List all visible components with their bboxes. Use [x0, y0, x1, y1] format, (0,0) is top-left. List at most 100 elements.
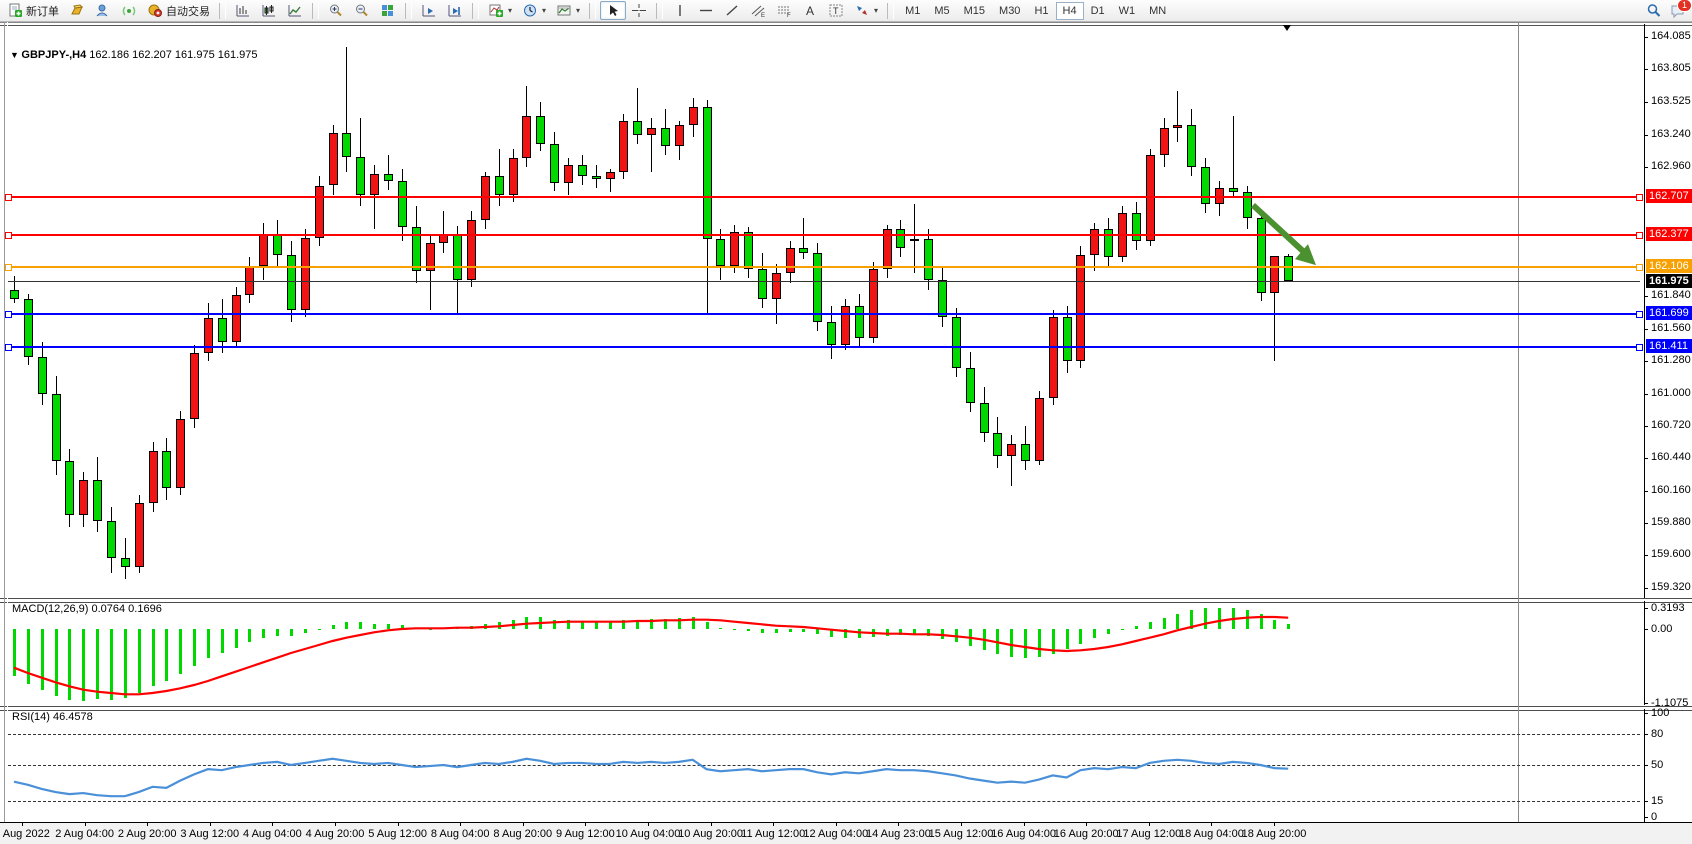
candle — [134, 503, 144, 567]
bar-chart-icon — [235, 3, 251, 18]
cursor-icon — [605, 3, 621, 18]
auto-trading-button[interactable]: 自动交易 — [142, 1, 215, 21]
timeframe-clock-button[interactable]: ▾ — [517, 1, 551, 20]
time-axis-tick — [460, 823, 462, 826]
rsi-line — [13, 757, 1289, 798]
timeframe-button-w1[interactable]: W1 — [1118, 4, 1136, 17]
line-end-marker[interactable] — [5, 310, 12, 318]
timeframe-button-m1[interactable]: M1 — [905, 4, 921, 17]
add-indicator-button[interactable]: ▾ — [483, 1, 517, 20]
price-axis-tick-label: 159.600 — [1651, 548, 1691, 561]
horizontal-line-object[interactable] — [8, 312, 1640, 315]
template-button[interactable]: ▾ — [551, 1, 585, 20]
macd-histogram-bar — [220, 629, 224, 653]
bar-chart-button[interactable] — [230, 1, 256, 20]
candle — [1242, 192, 1252, 218]
collapse-indicator-icon[interactable]: ▼ — [10, 50, 22, 60]
vertical-line-tool-button[interactable] — [667, 1, 693, 20]
time-axis-label: 18 Aug 20:00 — [1241, 828, 1307, 840]
trader-button[interactable] — [90, 1, 116, 20]
crosshair-tool-button[interactable] — [626, 1, 652, 20]
zoom-in-icon — [328, 3, 344, 18]
rsi-level-line — [8, 765, 1640, 766]
signal-button[interactable] — [116, 1, 142, 20]
timeframe-button-mn[interactable]: MN — [1149, 4, 1167, 17]
macd-histogram-bar — [1037, 629, 1041, 657]
candle — [924, 238, 934, 281]
timeframe-button-m5[interactable]: M5 — [934, 4, 950, 17]
line-end-marker[interactable] — [5, 263, 12, 271]
line-chart-button[interactable] — [282, 1, 308, 20]
candle — [660, 127, 670, 147]
line-end-marker[interactable] — [5, 194, 12, 202]
timeframe-button-d1[interactable]: D1 — [1090, 4, 1105, 17]
macd-histogram-bar — [1093, 629, 1097, 639]
line-end-marker[interactable] — [1636, 194, 1643, 202]
trendline-icon — [724, 3, 740, 18]
price-axis-tick-label: 161.840 — [1651, 289, 1691, 302]
timeframe-group: M1 M5 M15 M30 H1 H4 D1 W1 MN — [896, 0, 1175, 21]
main-toolbar: 新订单 自动交易 — [0, 0, 1692, 22]
chart-symbol-period: GBPJPY-,H4 — [21, 49, 87, 61]
svg-text:T: T — [833, 6, 839, 16]
gold-ingot-button[interactable] — [64, 1, 90, 20]
time-axis-tick — [1086, 823, 1088, 826]
trendline-tool-button[interactable] — [719, 1, 745, 20]
horizontal-line-object[interactable] — [8, 196, 1640, 199]
horizontal-line-object[interactable] — [8, 234, 1640, 237]
clock-icon — [522, 3, 538, 18]
chart-shift-button[interactable] — [442, 1, 468, 20]
line-end-marker[interactable] — [1636, 344, 1643, 352]
rsi-level-line — [8, 801, 1640, 803]
chat-notification-icon[interactable]: 1 — [1670, 0, 1692, 19]
horizontal-line-object[interactable] — [8, 346, 1640, 349]
timeframe-button-h4[interactable]: H4 — [1055, 1, 1084, 20]
timeframe-button-m15[interactable]: M15 — [963, 4, 986, 17]
line-end-marker[interactable] — [1636, 232, 1643, 240]
svg-text:E: E — [761, 13, 765, 19]
timeframe-button-m30[interactable]: M30 — [999, 4, 1021, 17]
text-tool-button[interactable]: A — [797, 1, 823, 20]
timeframe-button-h1[interactable]: H1 — [1034, 4, 1049, 17]
macd-histogram-bar — [830, 629, 834, 637]
candle — [231, 295, 241, 342]
horizontal-line-tool-button[interactable] — [693, 1, 719, 20]
zoom-in-button[interactable] — [323, 1, 349, 20]
new-order-label: 新订单 — [26, 5, 59, 18]
candle — [1187, 125, 1197, 167]
time-axis-label: 11 Aug 12:00 — [741, 828, 806, 840]
fibonacci-tool-button[interactable]: F — [771, 1, 797, 20]
candle — [79, 480, 89, 515]
vertical-line-object[interactable] — [1518, 22, 1519, 822]
price-axis-tick — [1644, 587, 1648, 589]
time-axis-tick — [522, 823, 524, 826]
candlestick-chart-button[interactable] — [256, 1, 282, 20]
arrows-tool-button[interactable]: ▾ — [849, 1, 883, 20]
text-label-tool-button[interactable]: T — [823, 1, 849, 20]
macd-histogram-bar — [650, 619, 654, 629]
line-end-marker[interactable] — [5, 232, 12, 240]
candle — [1076, 254, 1086, 362]
line-end-marker[interactable] — [1636, 310, 1643, 318]
candle — [120, 557, 130, 567]
cursor-tool-button[interactable] — [600, 1, 627, 20]
macd-histogram-bar — [68, 629, 72, 700]
macd-histogram-bar — [151, 629, 155, 687]
macd-axis-tick — [1644, 702, 1648, 704]
line-end-marker[interactable] — [1636, 263, 1643, 271]
equidistant-channel-tool-button[interactable]: E — [745, 1, 771, 20]
trend-arrow-annotation[interactable] — [0, 22, 1692, 844]
new-order-button[interactable]: 新订单 — [2, 1, 64, 21]
svg-text:A: A — [806, 4, 814, 18]
auto-scroll-button[interactable] — [416, 1, 442, 20]
tile-windows-button[interactable] — [375, 1, 401, 20]
zoom-out-button[interactable] — [349, 1, 375, 20]
search-icon[interactable] — [1646, 3, 1662, 18]
candle — [979, 402, 989, 433]
candle — [190, 353, 200, 420]
line-end-marker[interactable] — [5, 344, 12, 352]
candle — [51, 393, 61, 461]
horizontal-line-object[interactable] — [8, 265, 1640, 268]
candle — [1201, 167, 1211, 204]
rsi-axis-tick-label: 15 — [1651, 795, 1664, 808]
